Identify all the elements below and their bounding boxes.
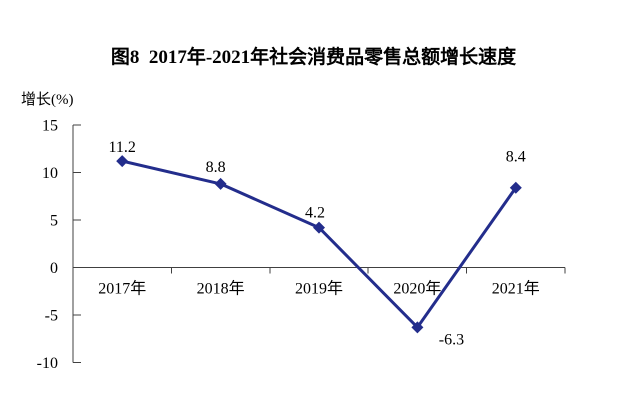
y-tick-label: 5 — [50, 213, 58, 230]
data-series-line — [120, 159, 518, 329]
x-axis-tick-label: 2019年 — [295, 280, 343, 298]
y-tick-label: 10 — [42, 165, 58, 182]
data-point-marker — [116, 155, 129, 168]
data-point-label: 4.2 — [305, 205, 325, 222]
x-axis-tick-label: 2018年 — [197, 280, 245, 298]
y-axis-label: 增长(%) — [21, 92, 74, 108]
data-point-label: 11.2 — [108, 139, 135, 156]
y-tick-label: -10 — [37, 355, 58, 372]
data-point-marker — [411, 321, 424, 334]
data-point-label: 8.8 — [206, 159, 226, 176]
y-tick-label: -5 — [45, 308, 58, 325]
data-point-marker — [214, 177, 227, 190]
x-axis-tick-label: 2020年 — [393, 280, 441, 298]
y-tick-label: 15 — [42, 118, 58, 135]
x-axis-tick-label: 2021年 — [492, 280, 540, 298]
x-axis-tick-label: 2017年 — [98, 280, 146, 298]
data-point-label: -6.3 — [439, 331, 464, 348]
data-point-marker — [313, 221, 325, 234]
chart-title: 图8 2017年-2021年社会消费品零售总额增长速度 — [110, 47, 517, 68]
data-point-label: 8.4 — [506, 149, 526, 166]
y-tick-label: 0 — [50, 260, 58, 277]
data-point-marker — [509, 181, 522, 194]
